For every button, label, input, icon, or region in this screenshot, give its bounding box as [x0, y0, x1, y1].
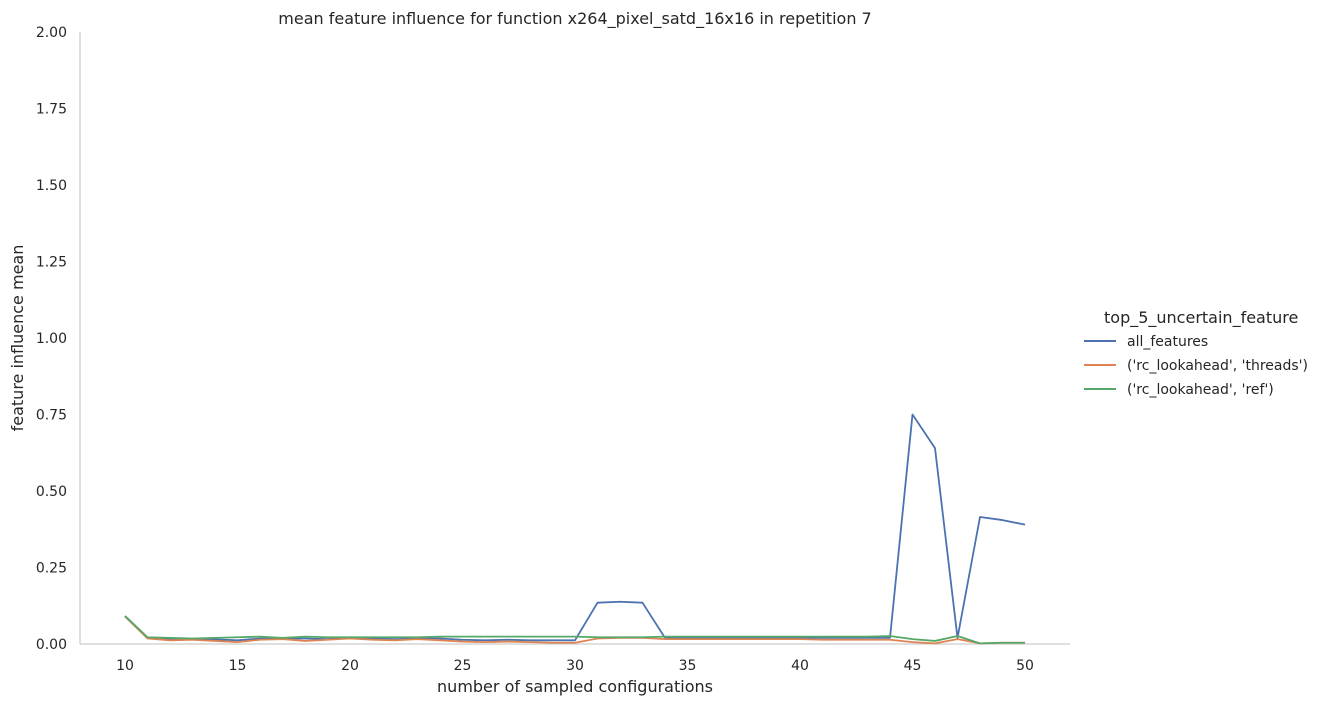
x-tick-label: 50	[1016, 658, 1034, 674]
legend-label-0: all_features	[1127, 334, 1208, 350]
x-tick-label: 10	[116, 658, 134, 674]
legend: top_5_uncertain_feature all_features ('rc…	[1084, 308, 1308, 398]
y-tick-label: 1.50	[36, 178, 67, 194]
y-tick-label: 1.25	[36, 255, 67, 271]
legend-label-2: ('rc_lookahead', 'ref')	[1127, 382, 1274, 398]
chart-title: mean feature influence for function x264…	[278, 9, 871, 29]
x-tick-label: 20	[341, 658, 359, 674]
y-tick-labels: 0.00 0.25 0.50 0.75 1.00 1.25 1.50 1.75 2.00	[36, 25, 67, 653]
x-tick-label: 35	[679, 658, 697, 674]
x-tick-label: 40	[791, 658, 809, 674]
y-tick-label: 0.75	[36, 408, 67, 424]
y-tick-label: 0.00	[36, 637, 67, 653]
x-tick-label: 25	[454, 658, 472, 674]
series-lines	[124, 413, 1026, 645]
plot-area: 0.000.250.500.751.001.251.501.752.00 10 1…	[36, 25, 1070, 674]
y-axis-title: feature influence mean	[8, 245, 27, 432]
y-tick-label: 1.00	[36, 331, 67, 347]
x-tick-labels: 10 15 20 25 30 35 40 45 50	[116, 658, 1034, 674]
legend-title: top_5_uncertain_feature	[1104, 308, 1298, 328]
legend-label-1: ('rc_lookahead', 'threads')	[1127, 358, 1308, 374]
x-tick-label: 30	[566, 658, 584, 674]
x-tick-label: 15	[229, 658, 247, 674]
legend-entries: all_features ('rc_lookahead', 'threads') (…	[1084, 334, 1308, 398]
series-line-2	[124, 615, 1025, 645]
series-line-0	[124, 413, 1026, 642]
y-tick-label: 0.50	[36, 484, 67, 500]
y-tick-label: 0.25	[36, 561, 67, 577]
x-axis-title: number of sampled configurations	[437, 677, 713, 696]
y-tick-label: 2.00	[36, 25, 67, 41]
x-tick-label: 45	[904, 658, 922, 674]
series-line-1	[124, 615, 1025, 645]
y-tick-label: 1.75	[36, 102, 67, 118]
